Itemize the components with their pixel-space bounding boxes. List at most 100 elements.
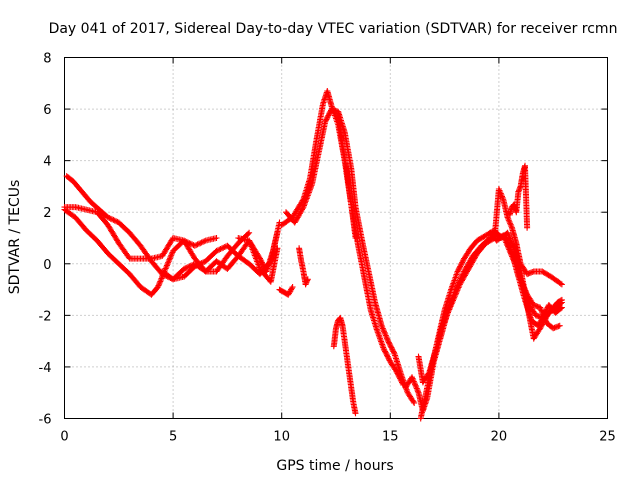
data-point-marker xyxy=(107,215,114,222)
data-point-marker xyxy=(410,398,417,405)
series-track-17 xyxy=(517,276,563,332)
data-point-marker xyxy=(506,247,513,254)
series-track-1 xyxy=(61,206,220,298)
data-point-marker xyxy=(187,262,194,269)
data-point-marker xyxy=(557,280,564,287)
data-point-marker xyxy=(510,243,517,250)
data-point-marker xyxy=(257,256,264,263)
data-point-marker xyxy=(380,326,387,333)
data-point-marker xyxy=(186,263,193,270)
data-point-marker xyxy=(296,211,303,218)
series-track-5 xyxy=(235,219,283,275)
data-point-marker xyxy=(166,256,173,263)
data-point-marker xyxy=(181,265,187,272)
data-point-marker xyxy=(468,260,475,267)
x-tick-label: 20 xyxy=(491,430,508,445)
data-point-marker xyxy=(410,377,417,384)
data-point-marker xyxy=(506,234,513,241)
data-point-marker xyxy=(385,354,392,361)
data-point-marker xyxy=(246,229,253,236)
data-point-marker xyxy=(550,325,557,332)
x-tick-label: 5 xyxy=(169,430,177,445)
data-point-marker xyxy=(540,313,547,320)
data-point-marker xyxy=(537,325,544,332)
data-point-marker xyxy=(509,253,516,260)
data-point-marker xyxy=(501,235,508,242)
data-point-marker xyxy=(558,304,565,311)
data-point-marker xyxy=(303,280,310,287)
data-point-marker xyxy=(457,262,464,269)
data-point-marker xyxy=(537,324,544,330)
data-point-marker xyxy=(454,285,461,292)
data-point-marker xyxy=(113,218,120,225)
series-track-4 xyxy=(159,237,281,285)
y-tick-label: -6 xyxy=(39,413,52,428)
data-point-marker xyxy=(303,196,310,203)
data-point-marker xyxy=(381,328,387,335)
data-point-marker xyxy=(322,119,329,125)
data-point-marker xyxy=(287,287,294,294)
data-point-marker xyxy=(541,314,548,321)
data-point-marker xyxy=(500,232,507,239)
data-point-marker xyxy=(506,246,513,253)
data-point-marker xyxy=(324,115,331,122)
data-point-marker xyxy=(520,283,527,290)
data-point-marker xyxy=(106,215,113,221)
data-point-marker xyxy=(156,281,163,288)
data-point-marker xyxy=(157,278,164,285)
y-tick-label: -4 xyxy=(39,361,52,376)
data-point-marker xyxy=(461,272,468,279)
data-point-marker xyxy=(379,324,386,331)
data-point-marker xyxy=(220,244,227,251)
data-point-marker xyxy=(379,325,386,332)
data-point-marker xyxy=(497,189,504,195)
data-point-marker xyxy=(518,279,525,286)
data-point-marker xyxy=(505,245,512,252)
series-track-7 xyxy=(283,106,418,406)
data-point-marker xyxy=(540,311,547,318)
data-point-marker xyxy=(163,262,170,269)
data-point-marker xyxy=(524,224,531,231)
data-point-marker xyxy=(260,262,267,269)
data-point-marker xyxy=(245,230,251,237)
data-point-marker xyxy=(304,193,311,200)
data-point-marker xyxy=(520,281,526,288)
data-point-marker xyxy=(200,238,206,245)
data-point-marker xyxy=(381,329,388,336)
y-tick-label: 8 xyxy=(43,52,51,67)
data-point-marker xyxy=(503,239,510,246)
data-point-marker xyxy=(213,247,220,254)
data-point-marker xyxy=(191,242,198,249)
data-point-marker xyxy=(509,254,516,261)
data-point-marker xyxy=(412,382,419,389)
x-tick-label: 10 xyxy=(273,430,290,445)
y-axis-label: SDTVAR / TECUs xyxy=(7,180,23,295)
data-point-marker xyxy=(352,410,359,417)
data-point-marker xyxy=(500,233,507,240)
data-marks xyxy=(61,88,565,422)
data-point-marker xyxy=(109,216,115,223)
data-point-marker xyxy=(324,113,331,120)
data-point-marker xyxy=(470,256,477,263)
data-point-marker xyxy=(157,277,164,283)
x-tick-label: 0 xyxy=(60,430,68,445)
data-point-marker xyxy=(216,246,223,253)
data-point-marker xyxy=(537,304,544,311)
data-point-marker xyxy=(110,216,117,223)
data-point-marker xyxy=(255,263,262,269)
data-point-marker xyxy=(296,210,303,217)
series-track-8 xyxy=(335,111,359,241)
data-point-marker xyxy=(156,279,163,286)
x-axis-label: GPS time / hours xyxy=(276,458,393,474)
data-point-marker xyxy=(195,240,202,247)
data-point-marker xyxy=(197,240,204,247)
data-point-marker xyxy=(299,205,306,212)
data-point-marker xyxy=(194,241,201,248)
data-point-marker xyxy=(384,352,390,359)
data-point-marker xyxy=(200,259,206,266)
data-point-marker xyxy=(505,243,511,250)
data-point-marker xyxy=(413,384,420,391)
data-point-marker xyxy=(302,199,308,206)
x-tick-label: 15 xyxy=(382,430,399,445)
data-point-marker xyxy=(382,332,389,339)
